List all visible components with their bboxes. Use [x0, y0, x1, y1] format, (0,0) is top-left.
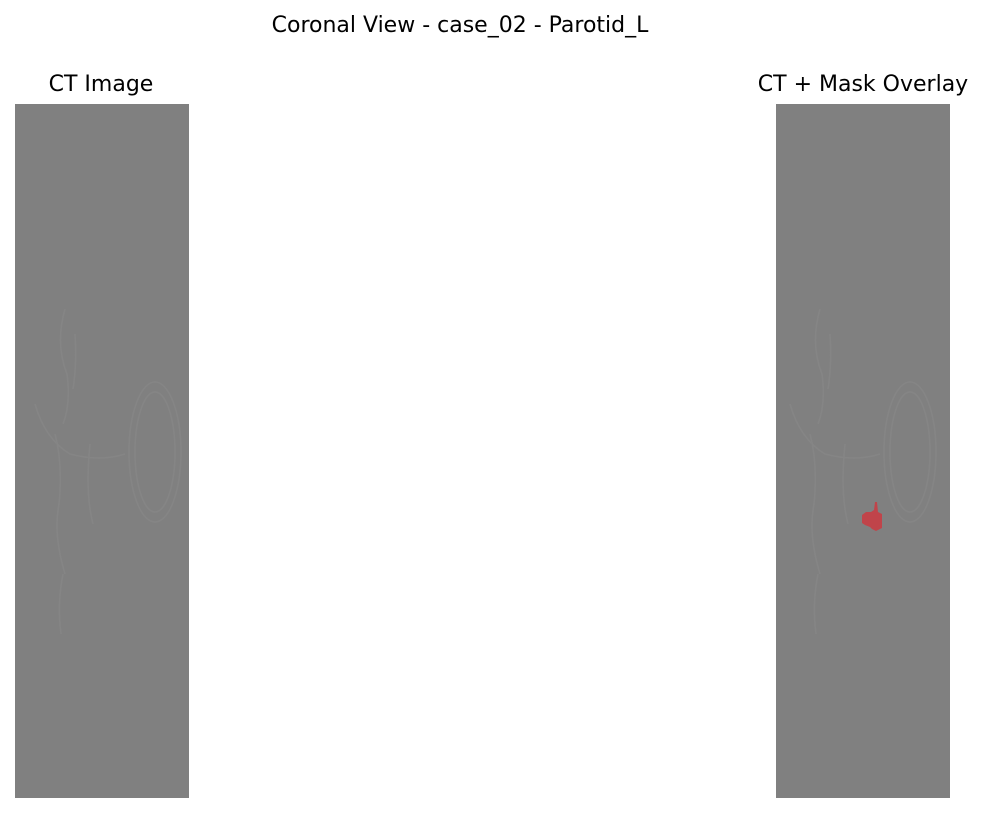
figure-title: Coronal View - case_02 - Parotid_L: [271, 13, 649, 38]
ct-background: [15, 104, 189, 798]
overlay-panel: [776, 104, 950, 798]
ct-mask-overlay-slice: [776, 104, 950, 798]
overlay-anatomy-outline: [789, 308, 937, 635]
overlay-title: CT + Mask Overlay: [757, 72, 969, 97]
overlay-background: [776, 104, 950, 798]
ct-coronal-slice: [15, 104, 189, 798]
parotid-mask-region: [862, 502, 882, 531]
ct-image-panel: [15, 104, 189, 798]
anatomy-outline: [34, 308, 182, 635]
ct-image-title: CT Image: [48, 72, 154, 97]
